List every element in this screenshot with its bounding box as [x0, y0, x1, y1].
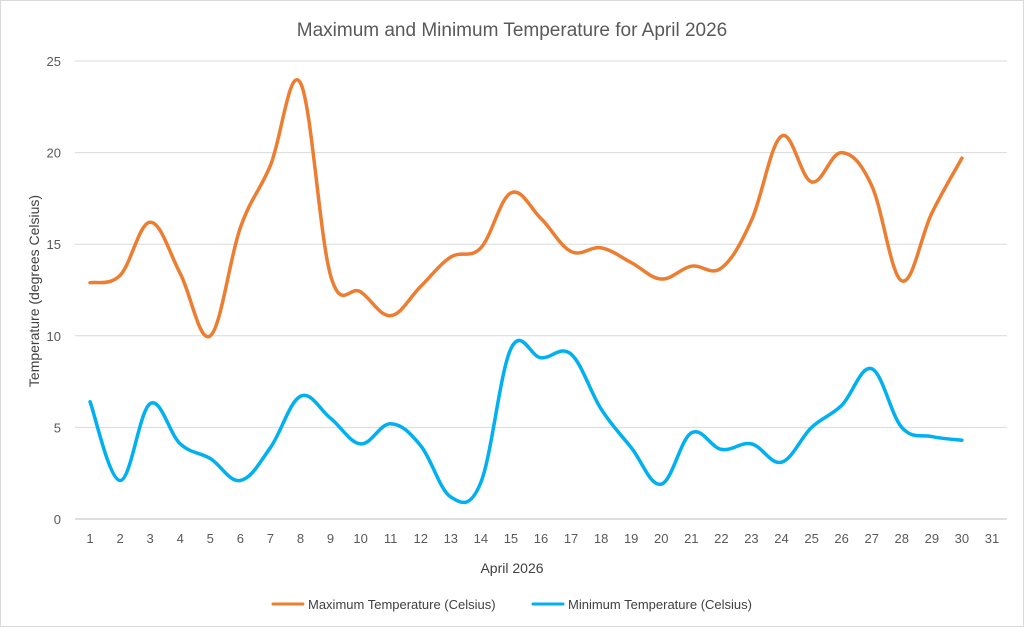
y-axis-ticks: 0 5 10 15 20 25 — [47, 54, 61, 527]
x-tick-label: 21 — [684, 531, 698, 546]
x-tick-label: 26 — [834, 531, 848, 546]
x-tick-label: 28 — [895, 531, 909, 546]
x-tick-label: 8 — [297, 531, 304, 546]
y-tick-label: 25 — [47, 54, 61, 69]
gridlines — [75, 60, 1007, 520]
y-tick-label: 0 — [54, 512, 61, 527]
x-tick-label: 20 — [654, 531, 668, 546]
x-tick-label: 3 — [147, 531, 154, 546]
x-tick-label: 9 — [327, 531, 334, 546]
chart-title: Maximum and Minimum Temperature for Apri… — [297, 20, 728, 41]
x-tick-label: 2 — [116, 531, 123, 546]
x-tick-label: 18 — [594, 531, 608, 546]
x-tick-label: 12 — [414, 531, 428, 546]
x-tick-label: 24 — [774, 531, 788, 546]
x-tick-label: 27 — [864, 531, 878, 546]
y-tick-label: 5 — [54, 420, 61, 435]
x-tick-label: 16 — [534, 531, 548, 546]
y-axis-label: Temperature (degrees Celsius) — [26, 195, 42, 387]
x-tick-label: 1 — [86, 531, 93, 546]
x-tick-label: 17 — [564, 531, 578, 546]
series-line-min-temperature — [88, 338, 964, 505]
series-lines — [88, 78, 964, 505]
x-tick-label: 22 — [714, 531, 728, 546]
x-tick-label: 7 — [267, 531, 274, 546]
x-tick-label: 5 — [207, 531, 214, 546]
legend-label-min: Minimum Temperature (Celsius) — [568, 597, 752, 612]
x-tick-label: 29 — [925, 531, 939, 546]
x-tick-label: 4 — [177, 531, 184, 546]
x-tick-label: 13 — [444, 531, 458, 546]
x-axis-label: April 2026 — [480, 560, 543, 576]
x-tick-label: 15 — [504, 531, 518, 546]
legend: Maximum Temperature (Celsius) Minimum Te… — [271, 597, 752, 612]
x-axis-ticks: 1 2 3 4 5 6 7 8 9 10 11 12 13 14 15 16 17 18 19 20 21 22 23 24 2… — [86, 531, 999, 546]
y-tick-label: 10 — [47, 329, 61, 344]
x-tick-label: 31 — [985, 531, 999, 546]
x-tick-label: 11 — [384, 531, 398, 546]
x-tick-label: 25 — [804, 531, 818, 546]
y-tick-label: 20 — [47, 146, 61, 161]
x-tick-label: 10 — [353, 531, 367, 546]
y-tick-label: 15 — [47, 237, 61, 252]
series-line-max-temperature — [88, 78, 964, 339]
x-tick-label: 30 — [955, 531, 969, 546]
legend-label-max: Maximum Temperature (Celsius) — [308, 597, 496, 612]
x-tick-label: 14 — [474, 531, 488, 546]
x-tick-label: 23 — [744, 531, 758, 546]
x-tick-label: 19 — [624, 531, 638, 546]
x-tick-label: 6 — [237, 531, 244, 546]
